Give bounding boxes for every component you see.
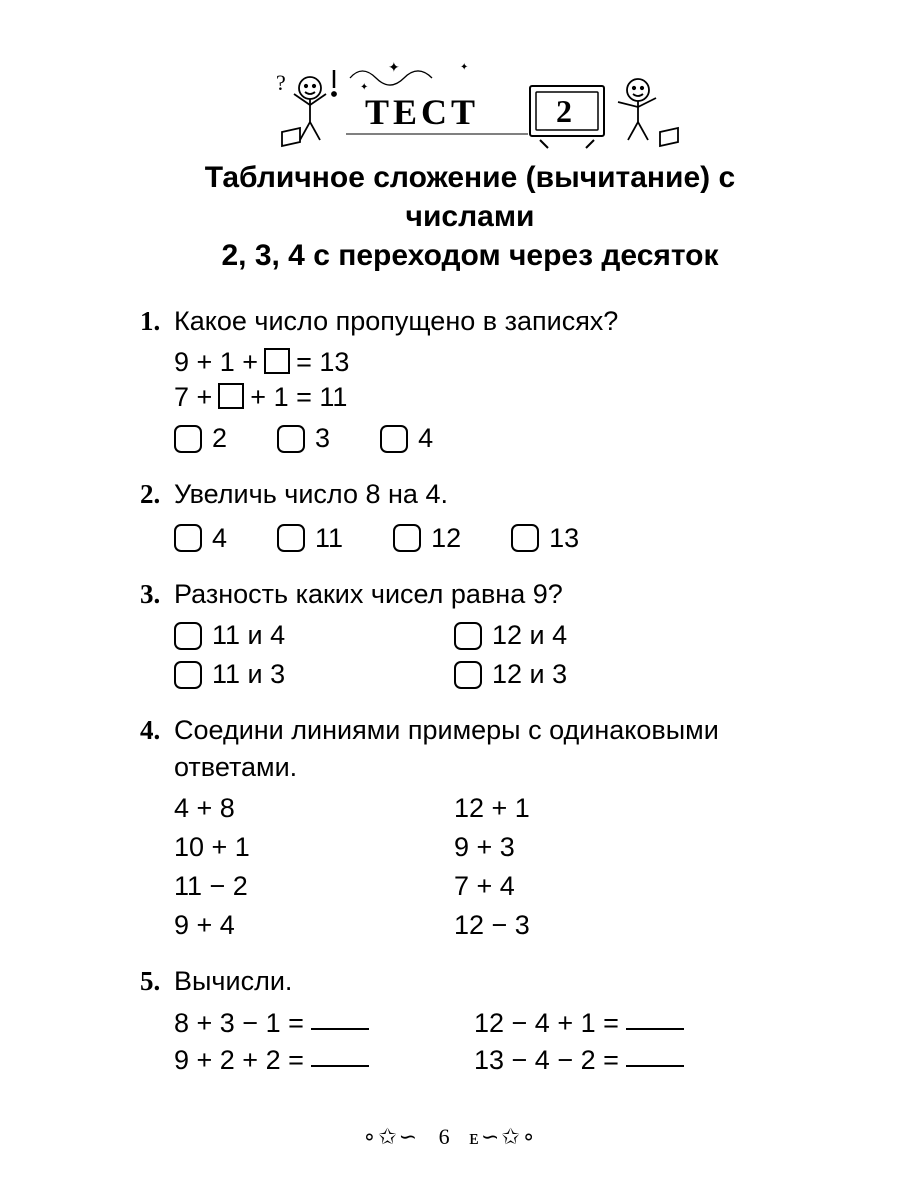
checkbox-icon[interactable]: [277, 425, 305, 453]
checkbox-icon[interactable]: [511, 524, 539, 552]
checkbox-icon[interactable]: [393, 524, 421, 552]
q4-number: 4.: [140, 715, 174, 746]
q5-text: Вычисли.: [174, 963, 292, 999]
page-footer: ∘✩∽ 6 ᴇ∽✩∘: [0, 1124, 900, 1150]
q4-right-3: 7 + 4: [454, 871, 674, 902]
q4-right-4: 12 − 3: [454, 910, 674, 941]
q2-option-4[interactable]: 13: [511, 523, 579, 554]
q5-right-1: 12 − 4 + 1 =: [474, 1008, 734, 1039]
q3-text: Разность каких чисел равна 9?: [174, 576, 563, 612]
q5-number: 5.: [140, 966, 174, 997]
q5-expressions: 8 + 3 − 1 = 12 − 4 + 1 = 9 + 2 + 2 = 13 …: [174, 1008, 800, 1076]
checkbox-icon[interactable]: [174, 524, 202, 552]
q1-equation-1: 9 + 1 + = 13: [174, 347, 800, 378]
blank-box[interactable]: [264, 348, 290, 374]
q2-number: 2.: [140, 479, 174, 510]
q3-option-2[interactable]: 12 и 4: [454, 620, 674, 651]
checkbox-icon[interactable]: [174, 425, 202, 453]
q3-option-3[interactable]: 11 и 3: [174, 659, 394, 690]
q1-number: 1.: [140, 306, 174, 337]
header-illustration: ? ✦ ✦ ✦ ТЕСТ 2: [230, 60, 710, 150]
q2-option-2[interactable]: 11: [277, 523, 343, 554]
q4-text: Соедини линиями примеры с одинаковыми от…: [174, 712, 800, 785]
question-3: 3. Разность каких чисел равна 9? 11 и 4 …: [140, 576, 800, 690]
svg-text:✦: ✦: [388, 61, 400, 76]
q1-text: Какое число пропущено в записях?: [174, 303, 618, 339]
q1-option-2[interactable]: 3: [277, 423, 330, 454]
q4-right-1: 12 + 1: [454, 793, 674, 824]
q3-option-1[interactable]: 11 и 4: [174, 620, 394, 651]
q4-left-1: 4 + 8: [174, 793, 394, 824]
page-number: 6: [439, 1124, 450, 1149]
title-line-2: 2, 3, 4 с переходом через десяток: [140, 236, 800, 275]
q3-option-4[interactable]: 12 и 3: [454, 659, 674, 690]
svg-text:✦: ✦: [460, 62, 468, 73]
svg-text:?: ?: [276, 70, 286, 95]
q3-options: 11 и 4 12 и 4 11 и 3 12 и 3: [174, 620, 800, 690]
title-line-1: Табличное сложение (вычитание) с числами: [140, 158, 800, 236]
footer-deco-right: ᴇ∽✩∘: [469, 1124, 537, 1149]
q2-option-3[interactable]: 12: [393, 523, 461, 554]
q2-options: 4 11 12 13: [174, 523, 800, 554]
answer-blank[interactable]: [626, 1028, 684, 1030]
q4-pairs: 4 + 8 12 + 1 10 + 1 9 + 3 11 − 2 7 + 4 9…: [174, 793, 800, 941]
q4-left-3: 11 − 2: [174, 871, 394, 902]
question-4: 4. Соедини линиями примеры с одинаковыми…: [140, 712, 800, 941]
checkbox-icon[interactable]: [277, 524, 305, 552]
checkbox-icon[interactable]: [380, 425, 408, 453]
q4-left-2: 10 + 1: [174, 832, 394, 863]
q5-left-2: 9 + 2 + 2 =: [174, 1045, 434, 1076]
answer-blank[interactable]: [311, 1065, 369, 1067]
answer-blank[interactable]: [311, 1028, 369, 1030]
q1-equation-2: 7 + + 1 = 11: [174, 382, 800, 413]
question-1: 1. Какое число пропущено в записях? 9 + …: [140, 303, 800, 454]
q4-right-2: 9 + 3: [454, 832, 674, 863]
question-5: 5. Вычисли. 8 + 3 − 1 = 12 − 4 + 1 = 9 +…: [140, 963, 800, 1075]
checkbox-icon[interactable]: [174, 622, 202, 650]
question-2: 2. Увеличь число 8 на 4. 4 11 12 13: [140, 476, 800, 553]
checkbox-icon[interactable]: [174, 661, 202, 689]
answer-blank[interactable]: [626, 1065, 684, 1067]
q5-left-1: 8 + 3 − 1 =: [174, 1008, 434, 1039]
q1-option-3[interactable]: 4: [380, 423, 433, 454]
test-label-text: ТЕСТ: [365, 92, 479, 132]
q2-text: Увеличь число 8 на 4.: [174, 476, 448, 512]
q1-options: 2 3 4: [174, 423, 800, 454]
checkbox-icon[interactable]: [454, 661, 482, 689]
q2-option-1[interactable]: 4: [174, 523, 227, 554]
q4-left-4: 9 + 4: [174, 910, 394, 941]
test-number-text: 2: [556, 93, 572, 129]
page-title: Табличное сложение (вычитание) с числами…: [140, 158, 800, 275]
checkbox-icon[interactable]: [454, 622, 482, 650]
q5-right-2: 13 − 4 − 2 =: [474, 1045, 734, 1076]
q3-number: 3.: [140, 579, 174, 610]
header-banner: ? ✦ ✦ ✦ ТЕСТ 2: [140, 60, 800, 140]
blank-box[interactable]: [218, 383, 244, 409]
footer-deco-left: ∘✩∽: [362, 1124, 419, 1149]
q1-option-1[interactable]: 2: [174, 423, 227, 454]
